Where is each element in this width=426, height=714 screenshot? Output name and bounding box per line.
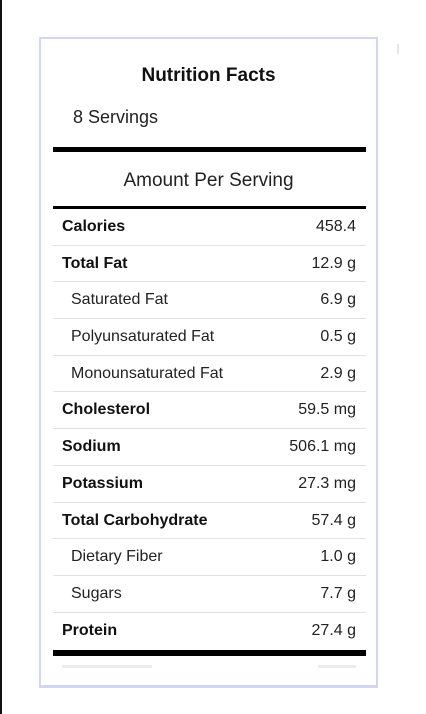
- nutrient-name: Potassium: [62, 474, 143, 492]
- nutrient-name: Polyunsaturated Fat: [71, 328, 215, 346]
- nutrient-value: 506.1 mg: [289, 438, 356, 456]
- nutrient-name: Calories: [62, 218, 126, 235]
- nutrient-name: Cholesterol: [62, 401, 151, 419]
- nutrient-name: Dietary Fiber: [71, 548, 163, 566]
- nutrient-value: 59.5 mg: [298, 401, 356, 419]
- servings-count: 8 Servings: [73, 107, 159, 127]
- clipped-content: [53, 663, 366, 673]
- nutrient-row-dietary-fiber: Dietary Fiber 1.0 g: [53, 539, 366, 576]
- thick-divider: [53, 147, 366, 152]
- nutrient-value: 57.4 g: [311, 511, 356, 529]
- nutrient-row-potassium: Potassium 27.3 mg: [53, 466, 366, 503]
- nutrient-value: 0.5 g: [320, 328, 356, 346]
- bottom-thick-divider: [53, 650, 366, 656]
- nutrient-row-calories: Calories 458.4: [53, 209, 366, 246]
- nutrient-row-monounsaturated-fat: Monounsaturated Fat 2.9 g: [53, 356, 366, 393]
- nutrient-value: 7.7 g: [320, 584, 356, 602]
- nutrient-value: 458.4: [315, 218, 356, 235]
- nutrient-row-protein: Protein 27.4 g: [53, 613, 366, 650]
- window-left-edge: [0, 0, 2, 714]
- nutrient-name: Total Fat: [62, 254, 128, 272]
- nutrient-row-cholesterol: Cholesterol 59.5 mg: [53, 392, 366, 430]
- amount-per-serving-heading: Amount Per Serving: [123, 170, 294, 191]
- nutrient-row-total-fat: Total Fat 12.9 g: [53, 246, 366, 283]
- nutrient-row-sodium: Sodium 506.1 mg: [53, 429, 366, 466]
- nutrient-row-sugars: Sugars 7.7 g: [53, 576, 366, 613]
- nutrient-value: 12.9 g: [311, 254, 356, 272]
- nutrient-row-saturated-fat: Saturated Fat 6.9 g: [53, 282, 366, 320]
- nutrition-title: Nutrition Facts: [141, 65, 276, 86]
- nutrient-row-polyunsaturated-fat: Polyunsaturated Fat 0.5 g: [53, 319, 366, 356]
- nutrient-value: 2.9 g: [320, 364, 356, 382]
- medium-divider: [53, 206, 366, 209]
- nutrition-facts-panel: Nutrition Facts 8 Servings Amount Per Se…: [39, 37, 378, 688]
- nutrient-name: Total Carbohydrate: [62, 511, 208, 529]
- nutrient-name: Monounsaturated Fat: [71, 364, 224, 382]
- nutrient-value: 6.9 g: [320, 291, 356, 309]
- nutrient-name: Protein: [62, 621, 118, 639]
- nutrient-value: 27.3 mg: [298, 474, 356, 492]
- nutrient-name: Sodium: [62, 438, 121, 456]
- nutrient-value: 27.4 g: [311, 621, 356, 639]
- scroll-indicator: [397, 44, 399, 54]
- nutrient-list: Calories 458.4 Total Fat 12.9 g Saturate…: [53, 209, 366, 649]
- nutrient-row-total-carbohydrate: Total Carbohydrate 57.4 g: [53, 503, 366, 540]
- nutrient-value: 1.0 g: [320, 548, 356, 566]
- nutrient-name: Saturated Fat: [71, 291, 168, 309]
- nutrient-name: Sugars: [71, 584, 122, 602]
